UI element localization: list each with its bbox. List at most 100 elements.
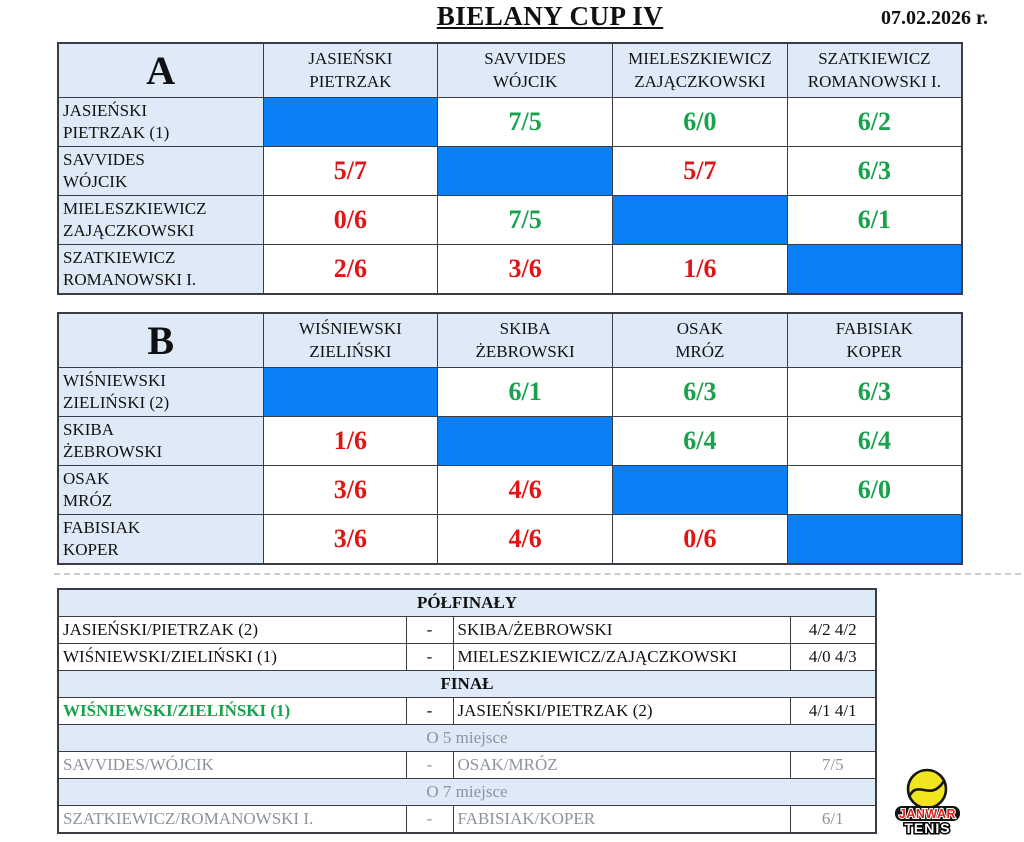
versus-dash: - [405,805,454,834]
match-score-cell: 6/0 [786,465,963,515]
match-row: SAVVIDES/WÓJCIK - OSAK/MRÓZ 7/5 [57,751,877,779]
match-score-cell: 1/6 [612,244,788,295]
match-score-cell: 6/1 [786,195,963,245]
score-value: 4/6 [508,475,542,504]
janwar-tenis-logo: JANWAR TENIS [893,766,965,838]
score-value: 6/4 [857,426,891,455]
self-match-cell [612,195,788,245]
playoff-team-1: SZATKIEWICZ/ROMANOWSKI I. [57,805,407,834]
score-value: 6/3 [683,377,717,406]
match-score-cell: 7/5 [437,195,613,245]
versus-dash: - [405,751,454,779]
match-score-cell: 1/6 [262,416,439,466]
self-match-cell [786,514,963,565]
group-b-table: B WIŚNIEWSKI ZIELIŃSKI SKIBA ŻEBROWSKI O… [57,312,963,565]
match-score-cell: 6/3 [612,367,788,417]
self-match-cell [262,97,439,147]
playoffs-table: PÓŁFINAŁY JASIEŃSKI/PIETRZAK (2) - SKIBA… [57,588,877,834]
table-row: FABISIAK KOPER 3/6 4/6 0/6 [57,514,963,565]
table-row: SZATKIEWICZ ROMANOWSKI I. 2/6 3/6 1/6 [57,244,963,295]
match-score-cell: 3/6 [262,465,439,515]
team-label: SKIBA ŻEBROWSKI [57,416,264,466]
semifinals-header: PÓŁFINAŁY [57,588,877,617]
score-value: 7/5 [508,107,542,136]
score-value: 6/0 [683,107,717,136]
score-value: 6/3 [857,156,891,185]
match-score-cell: 5/7 [262,146,439,196]
score-value: 6/1 [857,205,891,234]
self-match-cell [612,465,788,515]
tennis-ball-icon: JANWAR TENIS [895,768,960,838]
opponent-header: SZATKIEWICZ ROMANOWSKI I. [786,42,963,98]
match-score-cell: 6/0 [612,97,788,147]
table-row: OSAK MRÓZ 3/6 4/6 6/0 [57,465,963,515]
opponent-header: SKIBA ŻEBROWSKI [437,312,613,368]
opponent-header: JASIEŃSKI PIETRZAK [262,42,439,98]
opponent-header: SAVVIDES WÓJCIK [437,42,613,98]
playoff-score: 4/1 4/1 [789,697,877,725]
score-value: 2/6 [333,254,367,283]
table-row: WIŚNIEWSKI ZIELIŃSKI (2) 6/1 6/3 6/3 [57,367,963,417]
score-value: 0/6 [683,524,717,553]
final-header: FINAŁ [57,670,877,698]
score-value: 6/3 [857,377,891,406]
score-value: 4/6 [508,524,542,553]
group-a-header-row: A JASIEŃSKI PIETRZAK SAVVIDES WÓJCIK MIE… [57,42,963,98]
playoff-team-2: SKIBA/ŻEBROWSKI [452,616,791,644]
logo-line2: TENIS [904,820,950,836]
self-match-cell [437,416,613,466]
self-match-cell [262,367,439,417]
section-header-row: O 5 miejsce [57,724,877,752]
match-score-cell: 6/3 [786,367,963,417]
event-date: 07.02.2026 r. [880,7,988,29]
playoff-team-1: SAVVIDES/WÓJCIK [57,751,407,779]
match-score-cell: 0/6 [612,514,788,565]
score-value: 6/4 [683,426,717,455]
match-score-cell: 4/6 [437,514,613,565]
match-score-cell: 6/3 [786,146,963,196]
match-score-cell: 5/7 [612,146,788,196]
match-score-cell: 0/6 [262,195,439,245]
match-score-cell: 6/4 [786,416,963,466]
score-value: 3/6 [333,524,367,553]
self-match-cell [437,146,613,196]
match-score-cell: 3/6 [437,244,613,295]
playoff-team-1: JASIEŃSKI/PIETRZAK (2) [57,616,407,644]
group-a-table: A JASIEŃSKI PIETRZAK SAVVIDES WÓJCIK MIE… [57,42,963,295]
team-label: SAVVIDES WÓJCIK [57,146,264,196]
team-label: OSAK MRÓZ [57,465,264,515]
section-header-row: O 7 miejsce [57,778,877,806]
match-row: WIŚNIEWSKI/ZIELIŃSKI (1) - JASIEŃSKI/PIE… [57,697,877,725]
group-letter: A [57,42,264,98]
team-label: SZATKIEWICZ ROMANOWSKI I. [57,244,264,295]
team-label: FABISIAK KOPER [57,514,264,565]
playoff-score: 4/2 4/2 [789,616,877,644]
match-score-cell: 6/4 [612,416,788,466]
table-row: SAVVIDES WÓJCIK 5/7 5/7 6/3 [57,146,963,196]
playoff-team-1-winner: WIŚNIEWSKI/ZIELIŃSKI (1) [57,697,407,725]
versus-dash: - [405,697,454,725]
versus-dash: - [405,616,454,644]
playoff-team-2: FABISIAK/KOPER [452,805,791,834]
score-value: 6/1 [508,377,542,406]
match-score-cell: 6/2 [786,97,963,147]
page-title: BIELANY CUP IV [436,1,664,31]
playoff-team-2: OSAK/MRÓZ [452,751,791,779]
team-label: WIŚNIEWSKI ZIELIŃSKI (2) [57,367,264,417]
table-row: MIELESZKIEWICZ ZAJĄCZKOWSKI 0/6 7/5 6/1 [57,195,963,245]
section-header-row: FINAŁ [57,670,877,698]
match-score-cell: 3/6 [262,514,439,565]
match-row: WIŚNIEWSKI/ZIELIŃSKI (1) - MIELESZKIEWIC… [57,643,877,671]
team-label: JASIEŃSKI PIETRZAK (1) [57,97,264,147]
dashed-divider [54,573,1021,575]
opponent-header: MIELESZKIEWICZ ZAJĄCZKOWSKI [612,42,788,98]
logo-line1: JANWAR [899,807,956,821]
score-value: 6/2 [857,107,891,136]
playoff-score: 4/0 4/3 [789,643,877,671]
score-value: 6/0 [857,475,891,504]
score-value: 5/7 [683,156,717,185]
playoff-score: 7/5 [789,751,877,779]
section-header-row: PÓŁFINAŁY [57,588,877,617]
playoff-team-1: WIŚNIEWSKI/ZIELIŃSKI (1) [57,643,407,671]
opponent-header: FABISIAK KOPER [786,312,963,368]
